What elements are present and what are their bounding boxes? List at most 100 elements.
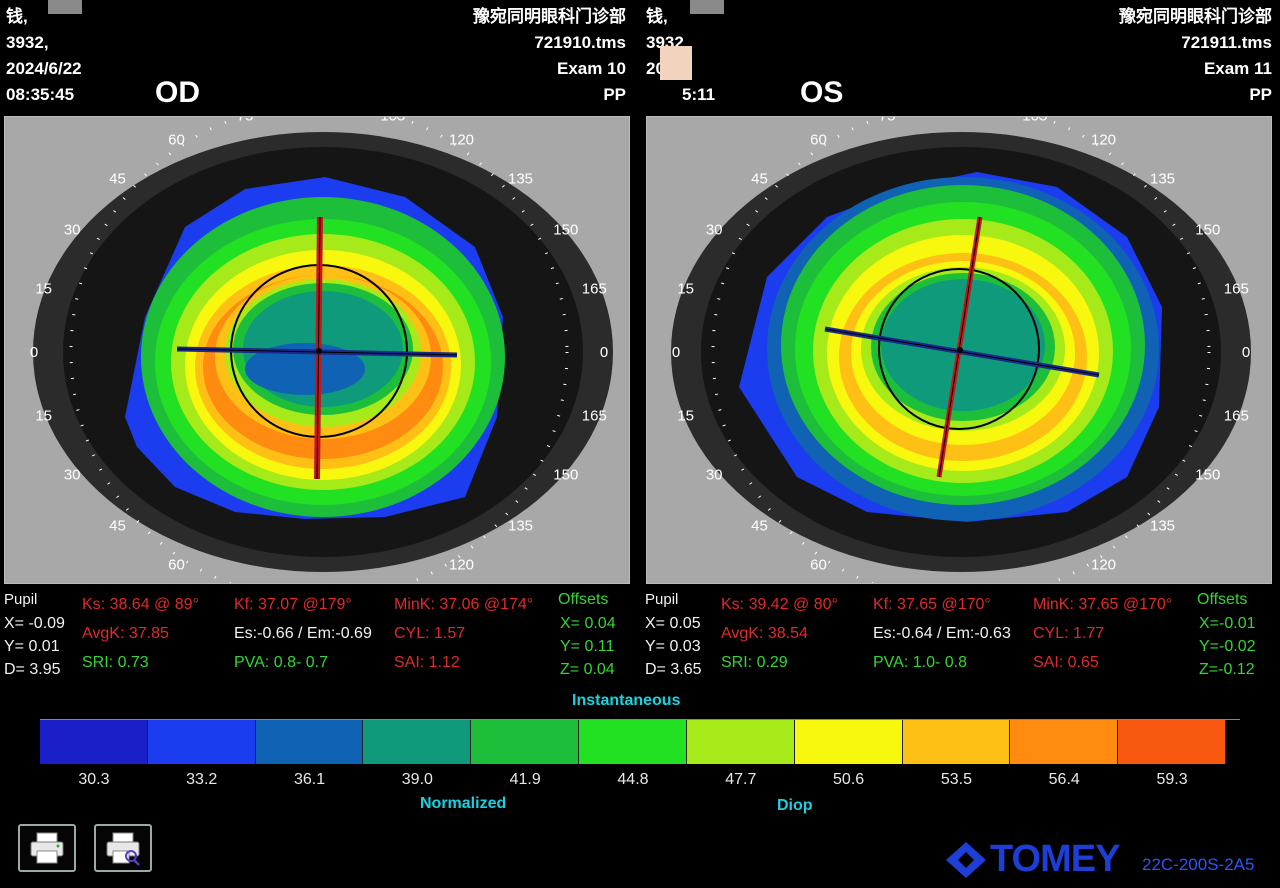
redaction-block bbox=[48, 0, 82, 14]
od-file-name: 721910.tms bbox=[534, 33, 626, 52]
redaction-block bbox=[690, 0, 724, 14]
od-pupil-y: Y= 0.01 bbox=[4, 638, 60, 655]
os-color-map bbox=[739, 172, 1162, 522]
od-es-em: Es:-0.66 / Em:-0.69 bbox=[234, 625, 372, 642]
degree-label: 165 bbox=[582, 407, 607, 424]
degree-label: 135 bbox=[508, 171, 533, 188]
degree-label: 60 bbox=[168, 556, 185, 573]
scale-swatch bbox=[471, 720, 580, 764]
degree-label: 45 bbox=[751, 171, 768, 188]
od-offset-z: Z= 0.04 bbox=[560, 661, 615, 678]
os-sai: SAI: 0.65 bbox=[1033, 654, 1099, 671]
degree-label: 165 bbox=[1224, 407, 1249, 424]
scale-swatch bbox=[147, 720, 256, 764]
os-offsets-title: Offsets bbox=[1197, 591, 1248, 608]
od-axis-labels: 0153045607590105120135150165016515013512… bbox=[30, 117, 608, 584]
degree-label: 15 bbox=[677, 407, 694, 424]
degree-label: 165 bbox=[1224, 281, 1249, 298]
od-pupil-x: X= -0.09 bbox=[4, 615, 65, 632]
scale-value-label: 56.4 bbox=[1048, 771, 1080, 788]
degree-label: 60 bbox=[168, 132, 185, 149]
od-offset-y: Y= 0.11 bbox=[560, 638, 615, 655]
scale-diop-label: Diop bbox=[777, 797, 813, 814]
degree-label: 0 bbox=[672, 344, 680, 361]
scale-swatch bbox=[40, 720, 148, 764]
os-sri: SRI: 0.29 bbox=[721, 654, 788, 671]
degree-label: 15 bbox=[35, 407, 52, 424]
os-axis-labels: 0153045607590105120135150165016515013512… bbox=[672, 117, 1250, 584]
degree-label: 150 bbox=[1195, 467, 1220, 484]
degree-label: 15 bbox=[35, 281, 52, 298]
od-pupil-title: Pupil bbox=[4, 591, 38, 608]
od-exam-number: Exam 10 bbox=[557, 59, 626, 78]
od-exam-info: 豫宛同明眼科门诊部 721910.tms Exam 10 PP bbox=[380, 4, 626, 108]
degree-label: 45 bbox=[109, 171, 126, 188]
print-preview-icon bbox=[106, 832, 140, 866]
degree-label: 150 bbox=[553, 222, 578, 239]
os-patient-info: 钱, 3932 20 5:11 bbox=[646, 4, 715, 108]
degree-label: 120 bbox=[449, 132, 474, 149]
redaction-block bbox=[660, 46, 692, 80]
degree-label: 135 bbox=[1150, 171, 1175, 188]
od-map-svg: 0153045607590105120135150165016515013512… bbox=[5, 117, 629, 584]
print-button[interactable] bbox=[18, 824, 76, 872]
degree-label: 30 bbox=[706, 222, 723, 239]
od-topography-map[interactable]: 0153045607590105120135150165016515013512… bbox=[4, 116, 630, 584]
od-cyl: CYL: 1.57 bbox=[394, 625, 466, 642]
os-pupil-y: Y= 0.03 bbox=[645, 638, 701, 655]
brand-name: TOMEY bbox=[990, 838, 1120, 880]
od-patient-name: 钱, bbox=[6, 7, 28, 26]
od-offset-x: X= 0.04 bbox=[560, 615, 616, 632]
scale-swatch bbox=[902, 720, 1011, 764]
degree-label: 150 bbox=[553, 467, 578, 484]
color-scale-bar bbox=[40, 720, 1226, 764]
od-clinic-name: 豫宛同明眼科门诊部 bbox=[473, 7, 626, 26]
os-mode: PP bbox=[1249, 85, 1272, 104]
degree-label: 75 bbox=[879, 117, 896, 124]
os-offset-x: X=-0.01 bbox=[1199, 615, 1256, 632]
degree-label: 30 bbox=[706, 467, 723, 484]
scale-swatch bbox=[1010, 720, 1119, 764]
degree-label: 120 bbox=[1091, 556, 1116, 573]
od-sai: SAI: 1.12 bbox=[394, 654, 460, 671]
degree-label: 60 bbox=[810, 132, 827, 149]
degree-label: 75 bbox=[237, 117, 254, 124]
printer-icon bbox=[30, 832, 64, 864]
scale-swatch bbox=[255, 720, 364, 764]
scale-value-label: 30.3 bbox=[78, 771, 110, 788]
od-exam-time: 08:35:45 bbox=[6, 85, 75, 104]
scale-divider bbox=[40, 719, 1240, 720]
os-patient-name: 钱, bbox=[646, 7, 668, 26]
os-map-svg: 0153045607590105120135150165016515013512… bbox=[647, 117, 1271, 584]
print-preview-button[interactable] bbox=[94, 824, 152, 872]
degree-label: 0 bbox=[1242, 344, 1250, 361]
os-topography-map[interactable]: 0153045607590105120135150165016515013512… bbox=[646, 116, 1272, 584]
degree-label: 105 bbox=[1022, 581, 1047, 584]
degree-label: 30 bbox=[64, 467, 81, 484]
os-exam-info: 豫宛同明眼科门诊部 721911.tms Exam 11 PP bbox=[1024, 4, 1272, 108]
degree-label: 150 bbox=[1195, 222, 1220, 239]
os-offset-y: Y=-0.02 bbox=[1199, 638, 1256, 655]
degree-label: 75 bbox=[879, 581, 896, 584]
scale-value-label: 36.1 bbox=[293, 771, 326, 788]
scale-value-label: 50.6 bbox=[833, 771, 865, 788]
degree-label: 120 bbox=[1091, 132, 1116, 149]
color-scale-labels: 30.3 33.2 36.1 39.0 41.9 44.8 47.7 50.6 53.5 56.4… bbox=[40, 771, 1226, 791]
degree-label: 105 bbox=[1022, 117, 1047, 124]
od-pva: PVA: 0.8- 0.7 bbox=[234, 654, 328, 671]
os-degree-ring bbox=[711, 117, 1211, 583]
scale-normalized-label: Normalized bbox=[420, 795, 507, 812]
scale-swatch bbox=[363, 720, 472, 764]
scale-value-label: 39.0 bbox=[401, 771, 433, 788]
od-degree-ring bbox=[69, 117, 569, 583]
degree-label: 0 bbox=[600, 344, 608, 361]
degree-label: 120 bbox=[449, 556, 474, 573]
tomey-logo-icon bbox=[946, 842, 986, 878]
os-mink: MinK: 37.65 @170° bbox=[1033, 596, 1173, 613]
degree-label: 105 bbox=[380, 581, 405, 584]
os-eye-label: OS bbox=[800, 76, 844, 109]
os-ks: Ks: 39.42 @ 80° bbox=[721, 596, 838, 613]
od-pupil-d: D= 3.95 bbox=[4, 661, 61, 678]
od-ks: Ks: 38.64 @ 89° bbox=[82, 596, 199, 613]
od-color-map bbox=[125, 177, 505, 519]
